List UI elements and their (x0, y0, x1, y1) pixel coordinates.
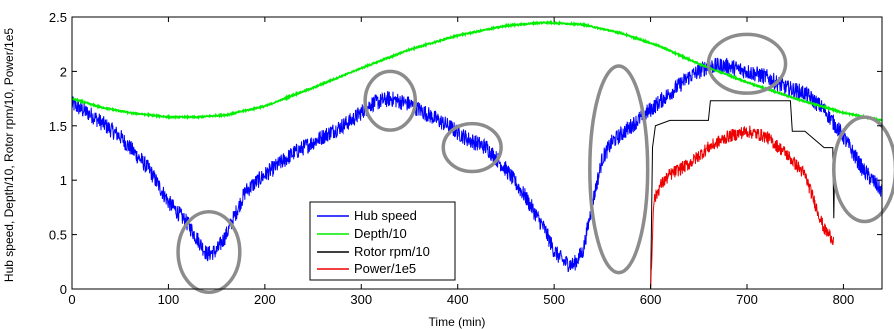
annotation-ellipse-6 (832, 115, 894, 224)
series-line-depth-10 (71, 19, 883, 123)
plot-frame (71, 16, 883, 290)
x-tick-label: 800 (833, 292, 855, 307)
x-tick-label: 300 (350, 292, 372, 307)
series-line-rotor-rpm-10 (650, 100, 836, 290)
legend-label-rotor-rpm: Rotor rpm/10 (354, 244, 430, 259)
x-tick-label: 700 (736, 292, 758, 307)
annotation-ellipse-4 (588, 64, 650, 275)
legend-label-depth: Depth/10 (354, 226, 407, 241)
x-tick-label: 0 (68, 292, 75, 307)
y-tick-label: 2 (60, 64, 67, 79)
x-axis-label: Time (min) (429, 315, 486, 329)
legend-label-hub-speed: Hub speed (354, 208, 417, 223)
plot-area-background (72, 17, 882, 289)
legend-label-power: Power/1e5 (354, 261, 416, 276)
annotation-ellipse-1 (176, 210, 242, 295)
x-tick-label: 500 (543, 292, 565, 307)
y-tick-label: 0 (60, 282, 67, 297)
legend: Hub speed Depth/10 Rotor rpm/10 Power/1e… (309, 201, 456, 281)
y-tick-label: 1 (60, 173, 67, 188)
x-tick-label: 600 (640, 292, 662, 307)
x-tick-label: 100 (158, 292, 180, 307)
axis-layer: 0 100 200 300 400 500 600 700 800 0 0.5 1 1.5 2 2.5 (49, 10, 883, 307)
series-layer (71, 19, 883, 290)
y-tick-label: 2.5 (49, 10, 67, 25)
y-tick-label: 1.5 (49, 119, 67, 134)
x-tick-label: 400 (447, 292, 469, 307)
annotation-ellipse-3 (441, 121, 503, 174)
series-line-hub-speed (71, 57, 883, 273)
legend-box (309, 201, 456, 281)
series-line-power-1e5 (650, 125, 834, 290)
y-tick-label: 0.5 (49, 228, 67, 243)
annotation-layer (176, 32, 894, 295)
annotation-ellipse-5 (706, 32, 788, 95)
annotation-ellipse-2 (363, 69, 418, 132)
y-axis-label: Hub speed, Depth/10, Rotor rpm/10, Power… (2, 28, 16, 282)
x-tick-label: 200 (254, 292, 276, 307)
